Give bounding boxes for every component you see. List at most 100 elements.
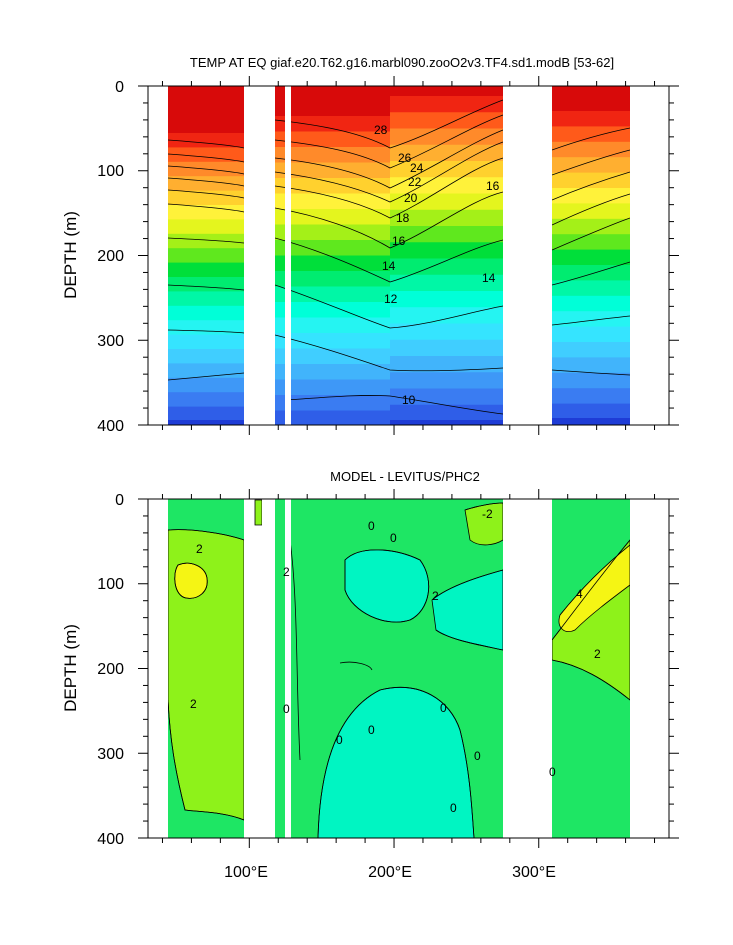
temperature-band: [390, 127, 503, 145]
temperature-band: [390, 338, 503, 356]
temperature-band: [552, 371, 630, 389]
temperature-band: [275, 208, 390, 225]
temperature-axis-ticks: [138, 76, 679, 435]
contour-line: [289, 539, 301, 761]
temperature-band: [552, 233, 630, 250]
contour-line: [317, 687, 475, 838]
contour-label: 2: [594, 647, 601, 661]
contour-line: [559, 544, 631, 616]
contour-line: [167, 153, 245, 163]
contour-label: 2: [283, 565, 290, 579]
temperature-band: [390, 160, 503, 178]
contour-label: 12: [384, 292, 398, 306]
temperature-band: [390, 306, 503, 324]
land-mask-west: [148, 86, 168, 425]
contour-line: [167, 529, 245, 541]
temperature-band: [275, 301, 390, 318]
x-tick-label: 100°E: [224, 864, 268, 881]
contour-line: [551, 659, 631, 701]
temperature-band: [168, 333, 244, 349]
temperature-y-tick-labels: 0 100 200 300 400: [97, 79, 124, 435]
temperature-band: [275, 270, 390, 287]
contour-line: [167, 284, 245, 291]
contour-line: [551, 261, 631, 286]
temperature-band: [275, 86, 390, 116]
contour-line: [274, 334, 504, 372]
contour-label: 22: [408, 175, 422, 189]
temperature-band: [275, 223, 390, 240]
temperature-band: [552, 125, 630, 142]
contour-line: [167, 189, 245, 199]
temperature-band: [390, 371, 503, 389]
contour-label: -2: [482, 507, 493, 521]
contour-line: [274, 114, 504, 169]
temperature-band: [275, 254, 390, 271]
temperature-band: [168, 304, 244, 321]
temperature-band: [390, 322, 503, 340]
difference-land-masks: [148, 499, 669, 838]
temperature-band: [390, 143, 503, 161]
contour-line: [274, 237, 504, 283]
contour-label: 24: [410, 161, 424, 175]
temperature-band: [275, 239, 390, 256]
contour-line: [167, 237, 245, 244]
contour-label: 0: [336, 733, 343, 747]
contour-line: [431, 569, 504, 601]
land-mask-strait: [285, 499, 291, 838]
temperature-band: [552, 341, 630, 358]
difference-panel: MODEL - LEVITUS/PHC2: [61, 469, 679, 881]
difference-x-tick-labels: 100°E 200°E 300°E: [224, 864, 556, 881]
temperature-band: [552, 217, 630, 235]
y-tick-label: 0: [115, 492, 124, 509]
contour-line: [339, 661, 373, 671]
contour-label: 0: [474, 749, 481, 763]
contour-line: [344, 549, 429, 623]
y-tick-label: 100: [97, 576, 124, 593]
contour-line: [551, 217, 631, 251]
contour-line: [464, 502, 504, 511]
temperature-band: [168, 232, 244, 249]
temperature-band: [275, 192, 390, 209]
contour-line: [551, 149, 631, 176]
difference-contour-labels: 2 2 2 2 0 0 0 0 0 0 0 0 0 4 2 -2: [190, 507, 601, 815]
difference-axis-ticks: [138, 489, 679, 848]
temperature-band: [275, 177, 390, 194]
temperature-panel: TEMP AT EQ giaf.e20.T62.g16.marbl090.zoo…: [61, 55, 679, 435]
contour-label: 0: [450, 801, 457, 815]
temperature-band: [390, 225, 503, 243]
temperature-band: [275, 347, 390, 364]
temperature-band: [552, 171, 630, 188]
contour-label: 14: [382, 259, 396, 273]
difference-y-axis-label: DEPTH (m): [61, 624, 80, 712]
land-mask-americas: [503, 499, 552, 838]
temperature-band: [168, 391, 244, 407]
difference-y-tick-labels: 0 100 200 300 400: [97, 492, 124, 848]
temperature-band: [168, 261, 244, 277]
temperature-band: [390, 111, 503, 129]
y-tick-label: 400: [97, 418, 124, 435]
temperature-band: [168, 376, 244, 393]
temperature-contour-lines: [167, 99, 631, 415]
land-mask-africa: [630, 86, 669, 425]
temperature-band: [168, 420, 244, 425]
land-mask-africa: [630, 499, 669, 838]
temperature-band: [275, 316, 390, 333]
temperature-band: [552, 110, 630, 127]
difference-contour-fill: [167, 499, 631, 838]
contour-line: [167, 372, 245, 381]
contour-label: 4: [576, 587, 583, 601]
contour-label: 10: [402, 393, 416, 407]
temperature-band: [275, 363, 390, 380]
y-tick-label: 100: [97, 163, 124, 180]
temperature-band: [390, 192, 503, 210]
temperature-band: [168, 348, 244, 364]
contour-line: [167, 165, 245, 175]
temperature-band: [390, 241, 503, 259]
temperature-band: [552, 402, 630, 419]
contour-line: [551, 193, 631, 226]
temperature-panel-title: TEMP AT EQ giaf.e20.T62.g16.marbl090.zoo…: [190, 55, 614, 70]
y-tick-label: 400: [97, 831, 124, 848]
temperature-band: [552, 264, 630, 281]
temperature-band: [390, 257, 503, 275]
